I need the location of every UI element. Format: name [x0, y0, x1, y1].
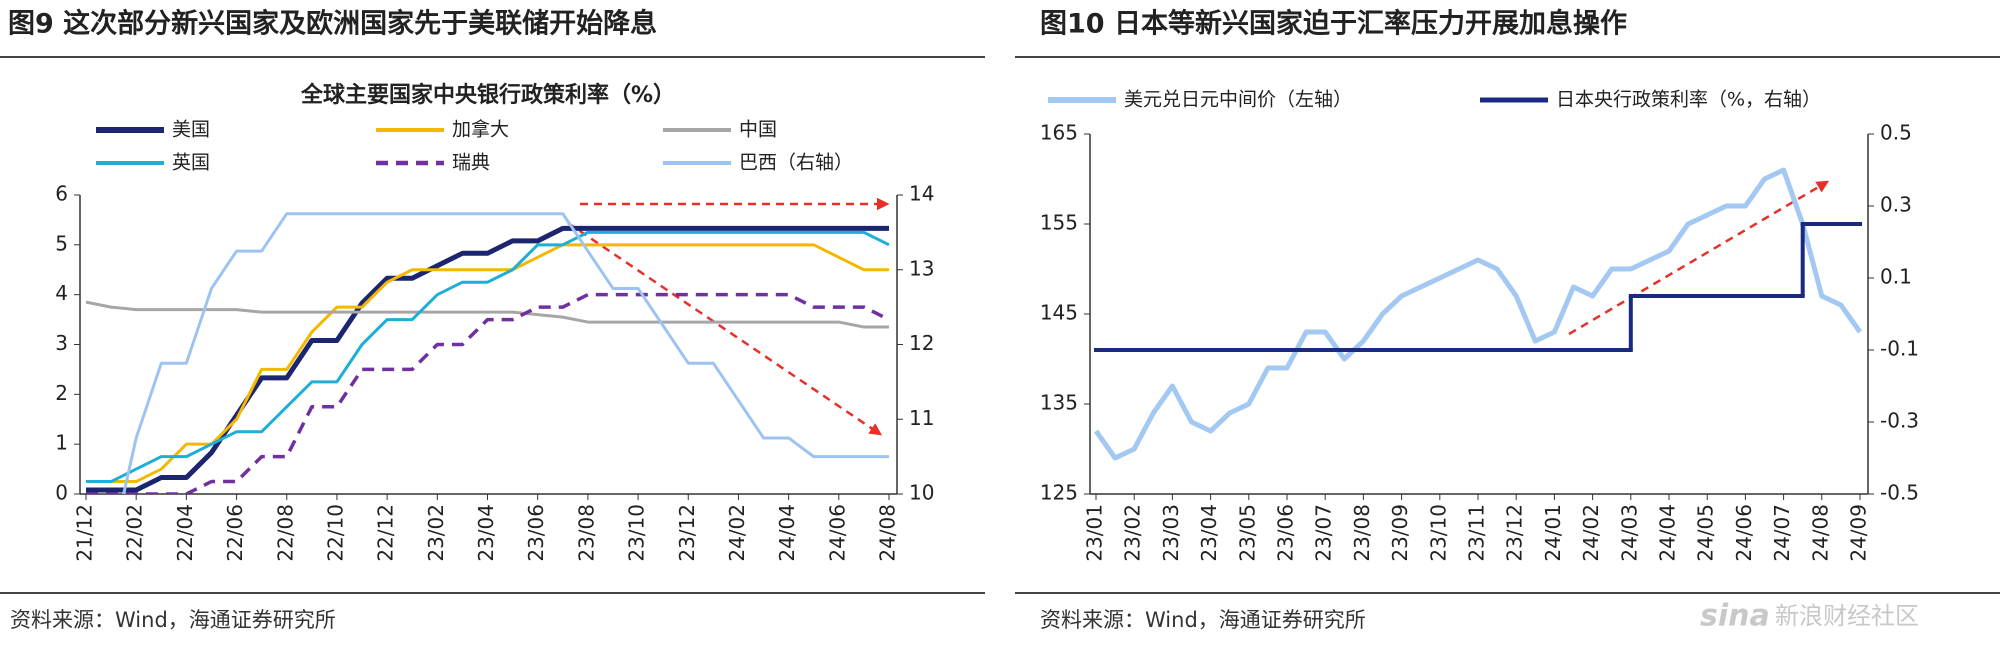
series-line: [85, 300, 889, 329]
x-tick-label: 24/09: [1847, 504, 1871, 562]
series-line: [1093, 167, 1863, 461]
x-tick-label: 23/02: [1121, 504, 1145, 562]
y2-tick-label: 12: [909, 331, 934, 355]
arrow: [1568, 180, 1830, 336]
x-tick-label: 24/02: [725, 504, 749, 562]
x-tick-label: 22/08: [273, 504, 297, 562]
series-line: [122, 212, 889, 494]
x-tick-label: 23/11: [1465, 504, 1489, 562]
chart-title: 全球主要国家中央银行政策利率（%）: [300, 82, 675, 108]
annotation-arrows: [567, 180, 1830, 436]
y-tick-label: 5: [55, 231, 68, 255]
y2-tick-label: -0.3: [1880, 409, 1919, 433]
y-tick-label: 0: [55, 481, 68, 505]
legend-label: 日本央行政策利率（%，右轴）: [1556, 89, 1821, 111]
y2-tick-label: 11: [909, 406, 934, 430]
legend-label: 美元兑日元中间价（左轴）: [1124, 89, 1352, 111]
legend-label: 瑞典: [452, 152, 490, 174]
x-tick-label: 23/10: [1426, 504, 1450, 562]
y-tick-label: 155: [1040, 211, 1078, 235]
x-tick-label: 23/03: [1159, 504, 1183, 562]
x-tick-label: 23/06: [1274, 504, 1298, 562]
legend-label: 巴西（右轴）: [739, 152, 853, 174]
series-line: [86, 292, 890, 494]
figure-header: 图9 这次部分新兴国家及欧洲国家先于美联储开始降息: [8, 8, 657, 40]
x-tick-label: 23/10: [625, 504, 649, 562]
y2-tick-label: 0.3: [1880, 193, 1912, 217]
x-tick-label: 23/09: [1388, 504, 1412, 562]
x-tick-label: 23/05: [1235, 504, 1259, 562]
source-note: 资料来源：Wind，海通证券研究所: [1040, 608, 1366, 632]
figure-header: 图10 日本等新兴国家迫于汇率压力开展加息操作: [1040, 8, 1627, 40]
y2-tick-label: 0.5: [1880, 121, 1912, 145]
y-tick-label: 165: [1040, 121, 1078, 145]
x-tick-label: 23/04: [1197, 504, 1221, 562]
x-tick-label: 21/12: [73, 504, 97, 562]
y2-tick-label: 13: [909, 256, 934, 280]
legend-label: 美国: [172, 119, 210, 141]
watermark-logo: sina: [1700, 599, 1770, 634]
series-line: [86, 243, 889, 484]
legend-label: 中国: [739, 119, 777, 141]
watermark-text: 新浪财经社区: [1775, 602, 1919, 630]
x-tick-label: 24/04: [775, 504, 799, 562]
x-tick-label: 22/06: [223, 504, 247, 562]
x-tick-label: 24/01: [1541, 504, 1565, 562]
series-line: [86, 230, 890, 484]
x-tick-label: 24/06: [1732, 504, 1756, 562]
x-tick-label: 23/04: [474, 504, 498, 562]
x-tick-label: 24/03: [1617, 504, 1641, 562]
x-tick-label: 24/05: [1694, 504, 1718, 562]
x-tick-label: 23/07: [1312, 504, 1336, 562]
x-tick-label: 24/04: [1656, 504, 1680, 562]
legend-label: 英国: [172, 152, 210, 174]
legend-label: 加拿大: [452, 118, 509, 141]
y-tick-label: 1: [55, 431, 68, 455]
y2-tick-label: 14: [909, 182, 934, 206]
y-tick-label: 6: [55, 182, 68, 206]
x-tick-label: 23/12: [1503, 504, 1527, 562]
x-tick-label: 23/06: [524, 504, 548, 562]
y-tick-label: 145: [1040, 301, 1078, 325]
x-tick-label: 23/08: [574, 504, 598, 562]
x-tick-label: 23/08: [1350, 504, 1374, 562]
y-tick-label: 125: [1040, 481, 1078, 505]
x-tick-label: 24/02: [1579, 504, 1603, 562]
x-tick-label: 22/12: [374, 504, 398, 562]
x-tick-label: 23/01: [1083, 504, 1107, 562]
x-tick-label: 22/02: [123, 504, 147, 562]
y-tick-label: 135: [1040, 391, 1078, 415]
y-tick-label: 4: [55, 281, 68, 305]
x-tick-label: 24/08: [876, 504, 900, 562]
source-note: 资料来源：Wind，海通证券研究所: [10, 608, 336, 632]
x-tick-label: 23/12: [675, 504, 699, 562]
y2-tick-label: 0.1: [1880, 265, 1912, 289]
y-tick-label: 2: [55, 381, 68, 405]
x-tick-label: 22/10: [323, 504, 347, 562]
arrow: [567, 221, 883, 436]
x-tick-label: 24/06: [825, 504, 849, 562]
x-tick-label: 24/07: [1770, 504, 1794, 562]
x-tick-label: 22/04: [173, 504, 197, 562]
y-tick-label: 3: [55, 331, 68, 355]
y2-tick-label: -0.5: [1880, 481, 1919, 505]
y2-tick-label: 10: [909, 481, 934, 505]
x-tick-label: 24/08: [1808, 504, 1832, 562]
x-tick-label: 23/02: [424, 504, 448, 562]
y2-tick-label: -0.1: [1880, 337, 1919, 361]
